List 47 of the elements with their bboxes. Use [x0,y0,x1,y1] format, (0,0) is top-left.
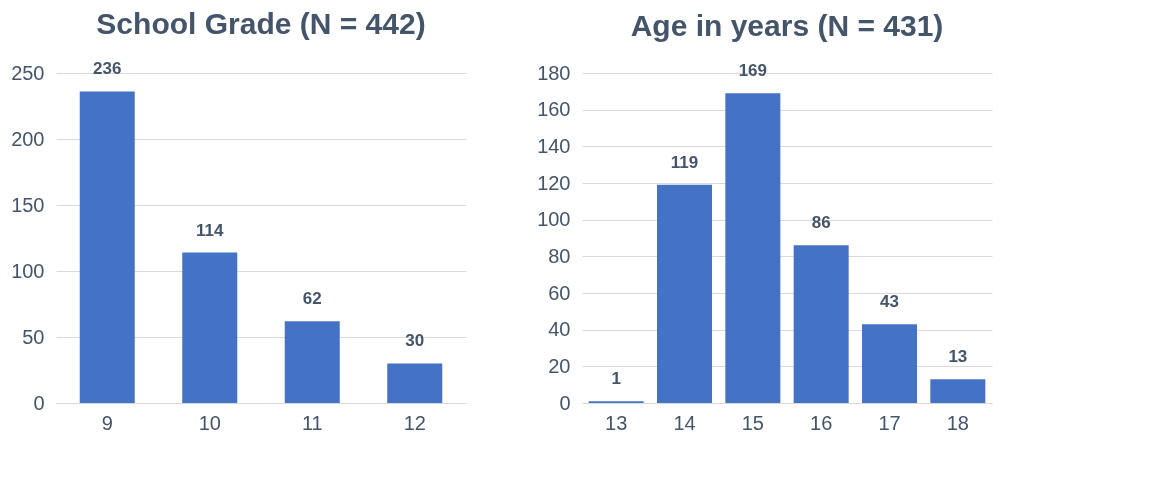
y-tick-label: 160 [537,98,571,121]
y-tick-label: 50 [22,325,45,348]
x-tick-label: 11 [301,411,323,434]
y-tick-label: 80 [548,244,571,267]
x-tick-label: 17 [878,411,901,434]
y-tick-label: 0 [559,391,571,414]
data-label: 1 [611,369,621,389]
data-label: 43 [880,292,899,312]
bar [79,91,135,403]
bar [930,379,986,403]
x-tick-label: 9 [101,411,113,434]
x-tick-label: 12 [403,411,426,434]
bar [793,245,849,403]
y-tick-label: 150 [11,193,45,216]
bar [657,184,712,403]
y-tick-label: 250 [11,61,45,84]
x-tick-label: 15 [741,411,764,434]
y-tick-label: 200 [11,127,45,150]
x-tick-label: 13 [605,411,628,434]
data-label: 13 [948,347,968,367]
x-tick-label: 14 [673,411,696,434]
data-label: 30 [405,331,425,351]
y-tick-label: 100 [11,259,45,282]
y-tick-label: 180 [537,61,571,84]
data-label: 169 [738,61,768,81]
data-label: 62 [302,289,322,309]
bar [182,252,238,403]
bar [387,363,443,403]
data-label: 119 [670,152,699,172]
y-tick-label: 60 [548,281,571,304]
x-tick-label: 18 [946,411,969,434]
y-tick-label: 120 [537,171,571,194]
y-tick-label: 20 [548,354,571,377]
bar [725,93,781,403]
bar [284,321,340,403]
y-tick-label: 100 [537,208,571,231]
bar [862,324,917,403]
x-tick-label: 10 [198,411,221,434]
data-label: 236 [93,59,122,79]
x-tick-label: 16 [810,411,833,434]
data-label: 86 [811,213,831,233]
data-label: 114 [196,220,224,240]
y-tick-label: 140 [537,134,571,157]
chart-title: Age in years (N = 431) [630,9,944,43]
chart-title: School Grade (N = 442) [96,7,426,41]
y-tick-label: 0 [33,391,45,414]
y-tick-label: 40 [548,318,571,341]
